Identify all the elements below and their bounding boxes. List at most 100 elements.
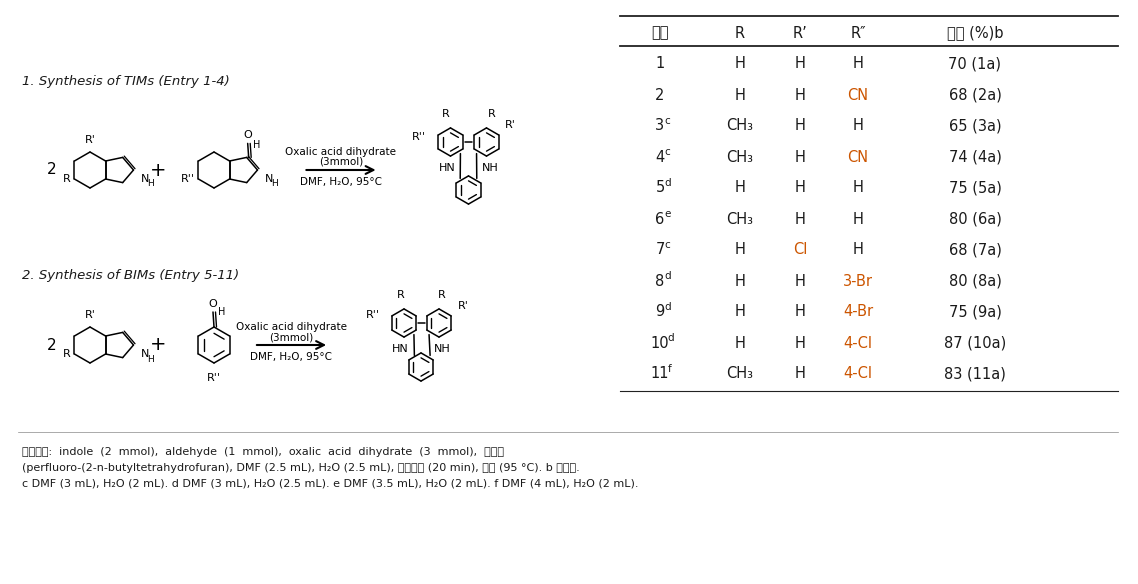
Text: 수율 (%)b: 수율 (%)b	[947, 26, 1004, 40]
Text: c: c	[665, 147, 670, 157]
Text: +: +	[150, 161, 166, 179]
Text: H: H	[794, 211, 806, 227]
Text: Oxalic acid dihydrate: Oxalic acid dihydrate	[286, 147, 396, 157]
Text: R'': R''	[181, 174, 195, 184]
Text: d: d	[665, 271, 671, 281]
Text: O: O	[244, 130, 251, 140]
Text: H: H	[852, 242, 864, 258]
Text: H: H	[734, 304, 745, 319]
Text: CH₃: CH₃	[726, 367, 753, 381]
Text: H: H	[272, 179, 278, 189]
Text: 항목: 항목	[651, 26, 669, 40]
Text: c DMF (3 mL), H₂O (2 mL). d DMF (3 mL), H₂O (2.5 mL). e DMF (3.5 mL), H₂O (2 mL): c DMF (3 mL), H₂O (2 mL). d DMF (3 mL), …	[22, 478, 638, 488]
Text: 2. Synthesis of BIMs (Entry 5-11): 2. Synthesis of BIMs (Entry 5-11)	[22, 269, 239, 281]
Text: N: N	[140, 349, 149, 359]
Text: 7: 7	[655, 242, 665, 258]
Text: R': R'	[505, 120, 516, 130]
Text: H: H	[734, 180, 745, 196]
Text: H: H	[734, 57, 745, 71]
Text: R: R	[63, 174, 71, 184]
Text: H: H	[794, 304, 806, 319]
Text: R': R'	[84, 135, 96, 145]
Text: HN: HN	[393, 343, 409, 353]
Text: O: O	[208, 299, 217, 309]
Text: H: H	[794, 119, 806, 134]
Text: DMF, H₂O, 95°C: DMF, H₂O, 95°C	[300, 177, 382, 187]
Text: 65 (3a): 65 (3a)	[949, 119, 1001, 134]
Text: Cl: Cl	[793, 242, 807, 258]
Text: H: H	[852, 119, 864, 134]
Text: CN: CN	[848, 88, 868, 103]
Text: N: N	[140, 174, 149, 184]
Text: 11: 11	[651, 367, 669, 381]
Text: H: H	[253, 140, 261, 151]
Text: R'': R''	[412, 132, 426, 142]
Text: 4-Cl: 4-Cl	[843, 367, 873, 381]
Text: 4: 4	[655, 150, 665, 165]
Text: 5: 5	[655, 180, 665, 196]
Text: NH: NH	[481, 162, 498, 172]
Text: H: H	[794, 57, 806, 71]
Text: H: H	[794, 150, 806, 165]
Text: 2: 2	[47, 338, 57, 353]
Text: 3-Br: 3-Br	[843, 273, 873, 288]
Text: R: R	[397, 290, 405, 300]
Text: e: e	[665, 209, 670, 219]
Text: 9: 9	[655, 304, 665, 319]
Text: 74 (4a): 74 (4a)	[949, 150, 1001, 165]
Text: d: d	[665, 178, 671, 188]
Text: NH: NH	[434, 343, 451, 353]
Text: H: H	[218, 307, 225, 317]
Text: 10: 10	[651, 335, 669, 350]
Text: H: H	[794, 367, 806, 381]
Text: 75 (9a): 75 (9a)	[949, 304, 1001, 319]
Text: 83 (11a): 83 (11a)	[945, 367, 1006, 381]
Text: CN: CN	[848, 150, 868, 165]
Text: H: H	[734, 273, 745, 288]
Text: R: R	[438, 290, 446, 300]
Text: 8: 8	[655, 273, 665, 288]
Text: (3mmol): (3mmol)	[319, 157, 363, 167]
Text: CH₃: CH₃	[726, 211, 753, 227]
Text: 80 (8a): 80 (8a)	[949, 273, 1001, 288]
Text: 1. Synthesis of TIMs (Entry 1-4): 1. Synthesis of TIMs (Entry 1-4)	[22, 75, 230, 89]
Text: HN: HN	[439, 162, 455, 172]
Text: c: c	[665, 240, 670, 250]
Text: c: c	[665, 116, 670, 126]
Text: H: H	[794, 335, 806, 350]
Text: d: d	[665, 302, 671, 312]
Text: (perfluoro-(2-n-butyltetrahydrofuran), DMF (2.5 mL), H₂O (2.5 mL), 반응시간 (20 min): (perfluoro-(2-n-butyltetrahydrofuran), D…	[22, 463, 579, 473]
Text: (3mmol): (3mmol)	[270, 332, 314, 342]
Text: 2: 2	[47, 162, 57, 178]
Text: H: H	[852, 211, 864, 227]
Text: R': R'	[457, 301, 469, 311]
Text: d: d	[668, 333, 674, 343]
Text: f: f	[668, 364, 671, 374]
Text: H: H	[852, 180, 864, 196]
Text: R: R	[735, 26, 745, 40]
Text: 87 (10a): 87 (10a)	[943, 335, 1006, 350]
Text: R’: R’	[793, 26, 807, 40]
Text: DMF, H₂O, 95°C: DMF, H₂O, 95°C	[250, 352, 332, 362]
Text: R″: R″	[850, 26, 866, 40]
Text: 75 (5a): 75 (5a)	[949, 180, 1001, 196]
Text: 3: 3	[655, 119, 665, 134]
Text: 68 (2a): 68 (2a)	[949, 88, 1001, 103]
Text: H: H	[794, 88, 806, 103]
Text: 1: 1	[655, 57, 665, 71]
Text: H: H	[734, 242, 745, 258]
Text: CH₃: CH₃	[726, 119, 753, 134]
Text: CH₃: CH₃	[726, 150, 753, 165]
Text: R'': R''	[207, 373, 221, 383]
Text: 70 (1a): 70 (1a)	[948, 57, 1001, 71]
Text: H: H	[148, 354, 155, 363]
Text: 6: 6	[655, 211, 665, 227]
Text: 반응조건:  indole  (2  mmol),  aldehyde  (1  mmol),  oxalic  acid  dihydrate  (3  mm: 반응조건: indole (2 mmol), aldehyde (1 mmol)…	[22, 447, 504, 457]
Text: 68 (7a): 68 (7a)	[949, 242, 1001, 258]
Text: 2: 2	[655, 88, 665, 103]
Text: 4-Cl: 4-Cl	[843, 335, 873, 350]
Text: Oxalic acid dihydrate: Oxalic acid dihydrate	[236, 322, 347, 332]
Text: H: H	[794, 180, 806, 196]
Text: R'': R''	[365, 310, 379, 320]
Text: N: N	[264, 174, 273, 184]
